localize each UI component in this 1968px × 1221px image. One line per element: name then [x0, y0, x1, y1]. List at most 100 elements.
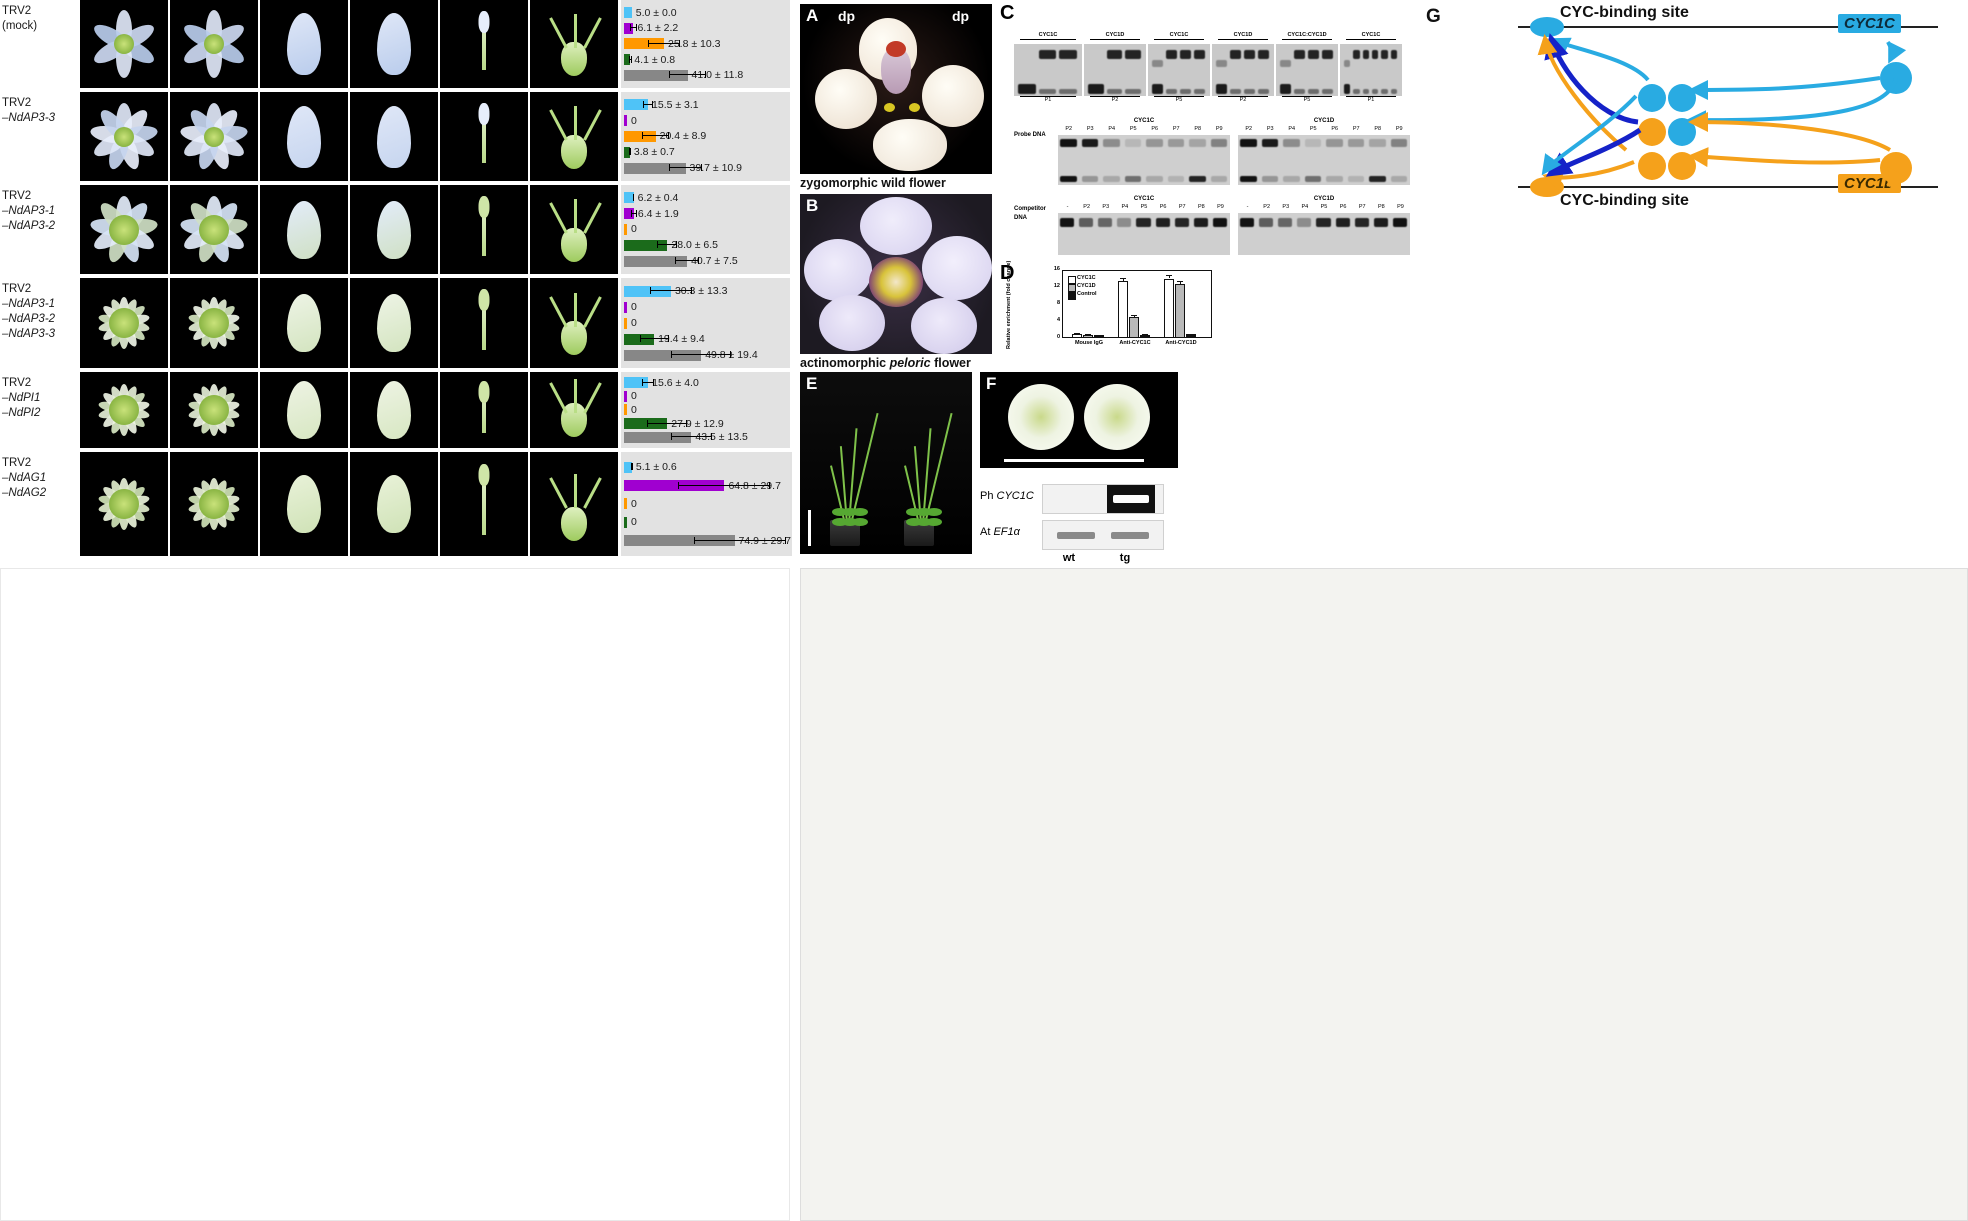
bar-row: 0	[624, 115, 788, 127]
panel-d-ytick: 8	[1056, 300, 1060, 306]
free-probe-band	[1280, 84, 1291, 94]
free-probe-band	[1103, 176, 1120, 182]
flower-center	[204, 34, 224, 54]
bar-segment	[624, 38, 664, 50]
gel-lane-label: P3	[1102, 204, 1110, 210]
organ-count-barchart: 6.2 ± 0.4 6.4 ± 1.9 0 28.0 ± 6.5 40.7 ± 7.5	[618, 185, 790, 274]
bar-row: 6.4 ± 1.9	[624, 208, 788, 220]
rtpcr-band	[1111, 532, 1149, 539]
free-probe-band	[1244, 89, 1255, 94]
bar-segment	[624, 390, 627, 402]
gel-lane-label: P3	[1282, 204, 1290, 210]
bar-row: 0	[624, 516, 791, 528]
free-probe-band	[1194, 89, 1205, 94]
shifted-band	[1240, 139, 1257, 147]
gel-lane-label: P2	[1065, 126, 1073, 132]
bar-segment	[624, 535, 735, 547]
bar-value-label: 15.6 ± 4.0	[652, 376, 699, 389]
shifted-band	[1258, 50, 1269, 59]
bar-value-label: 19.4 ± 9.4	[658, 333, 705, 345]
bar-segment	[624, 162, 686, 174]
free-probe-band	[1189, 176, 1206, 182]
anther	[478, 288, 490, 311]
bar-value-label: 15.5 ± 3.1	[652, 98, 699, 111]
filament	[482, 199, 486, 257]
free-probe-band	[1081, 176, 1098, 182]
free-probe-band	[1261, 176, 1278, 182]
style-arm	[582, 295, 602, 328]
vigs-row-label-sub: –NdAG2	[2, 487, 47, 499]
panel-d-plot-area	[1062, 270, 1212, 338]
bar-errorbar	[641, 378, 655, 386]
bar-row: 25.8 ± 10.3	[624, 38, 788, 50]
gel-lane-label: P5	[1129, 126, 1137, 132]
style-arm	[549, 295, 569, 328]
gel-lane-label: -	[1066, 204, 1069, 210]
bar-errorbar	[630, 209, 637, 217]
gel-lane-label: P5	[1309, 126, 1317, 132]
gel-lane-label: P7	[1352, 126, 1360, 132]
gel-probe-footer: P2	[1111, 97, 1119, 103]
free-probe-band	[1240, 176, 1257, 182]
bar-segment	[624, 480, 725, 492]
bar-row: 49.8 ± 19.4	[624, 349, 788, 361]
gel-group-label: CYC1D	[1105, 32, 1125, 38]
panel-d-legend-label: CYC1C	[1077, 275, 1096, 281]
cyc1d-monomer	[1880, 152, 1912, 184]
panel-c-letter: C	[1000, 2, 1015, 24]
bar-segment	[624, 146, 630, 158]
bar-row: 15.6 ± 4.0	[624, 377, 788, 389]
filament	[482, 384, 486, 433]
gel-lane-label: P6	[1151, 126, 1159, 132]
panel-f-photo	[980, 372, 1178, 468]
shifted-band	[1106, 50, 1123, 59]
vigs-row-label-sub: –NdAP3-3	[2, 328, 56, 340]
anther	[478, 381, 490, 404]
bar-segment	[624, 115, 627, 127]
vigs-photo-cell	[530, 185, 618, 274]
shifted-band	[1189, 139, 1206, 147]
panel-b-letter: B	[806, 196, 819, 215]
gel-probe-footer: P5	[1303, 97, 1311, 103]
rtpcr-label-prefix: Ph	[980, 490, 997, 502]
gel-lane-label: P8	[1377, 204, 1385, 210]
shifted-band	[1038, 50, 1057, 59]
gel-lane-label: P7	[1358, 204, 1366, 210]
organ-count-barchart: 15.6 ± 4.0 0 0 27.9 ± 12.9 43.5 ± 13.5	[618, 372, 790, 448]
bar-errorbar	[629, 55, 633, 63]
bar-errorbar	[668, 164, 703, 172]
shifted-band	[1283, 139, 1300, 147]
vigs-photo-cell	[350, 372, 438, 448]
bar-errorbar	[657, 241, 678, 249]
gel-lane-label: P2	[1083, 204, 1091, 210]
vigs-row-label: TRV2 –NdPI1 –NdPI2	[0, 372, 80, 450]
rtpcr-label-prefix: At	[980, 526, 994, 538]
gel-group-label: CYC1D	[1313, 118, 1335, 124]
vigs-photo-cell	[440, 92, 528, 181]
panel-d-bar	[1083, 334, 1093, 338]
bar-row: 40.7 ± 7.5	[624, 255, 788, 267]
style-arm	[549, 477, 569, 509]
gel-probe-footer: P2	[1239, 97, 1247, 103]
free-probe-band	[1258, 89, 1269, 94]
bar-value-label: 0	[631, 223, 637, 236]
bar-segment	[624, 255, 688, 267]
panel-c-gel-row2: Probe DNA CYC1C P2 P3 P4 P5 P6 P7 P8 P9 CYC1D P2 P3 P…	[1014, 118, 1414, 188]
shifted-band	[1280, 60, 1291, 67]
style-arm	[574, 199, 577, 234]
bar-value-label: 20.4 ± 8.9	[659, 130, 707, 143]
cyc-network-arrows	[1537, 33, 1908, 190]
vigs-photo-strip	[80, 372, 618, 450]
bar-segment	[624, 377, 649, 389]
vigs-photo-strip	[80, 278, 618, 370]
probe-dna-label: Probe DNA	[1014, 132, 1046, 138]
panel-d-xtick: Mouse IgG	[1074, 340, 1104, 346]
competed-band	[1316, 218, 1331, 227]
shifted-band	[1347, 139, 1364, 147]
panel-d-xtick: Anti-CYC1C	[1119, 340, 1151, 346]
emsa-gel	[1014, 44, 1082, 96]
gel-lane-label: P2	[1263, 204, 1271, 210]
bar-value-label: 0	[631, 403, 637, 416]
cyc-binding-site-label-top: CYC-binding site	[1560, 4, 1689, 21]
anther	[478, 195, 490, 218]
